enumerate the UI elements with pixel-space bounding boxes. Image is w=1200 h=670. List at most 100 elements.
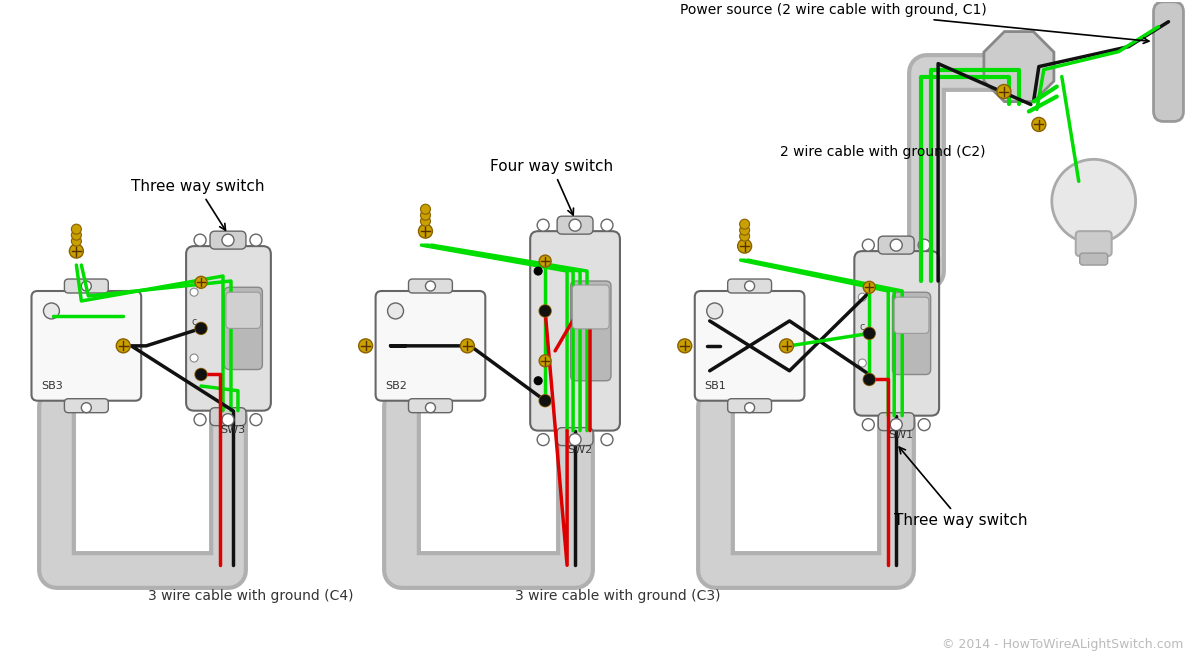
Circle shape [858, 359, 866, 367]
Circle shape [707, 303, 722, 319]
Circle shape [194, 234, 206, 246]
Circle shape [569, 433, 581, 446]
Circle shape [71, 224, 82, 234]
FancyBboxPatch shape [210, 407, 246, 425]
Text: Three way switch: Three way switch [894, 447, 1027, 529]
FancyBboxPatch shape [1153, 2, 1183, 121]
Circle shape [1052, 159, 1135, 243]
Circle shape [196, 369, 208, 381]
Circle shape [426, 281, 436, 291]
FancyBboxPatch shape [894, 297, 929, 334]
Circle shape [918, 239, 930, 251]
Circle shape [534, 267, 542, 275]
Circle shape [222, 234, 234, 246]
FancyBboxPatch shape [727, 279, 772, 293]
Text: SB2: SB2 [385, 381, 408, 391]
Circle shape [426, 403, 436, 413]
Circle shape [71, 230, 82, 240]
FancyBboxPatch shape [727, 399, 772, 413]
Circle shape [194, 413, 206, 425]
Text: © 2014 - HowToWireALightSwitch.com: © 2014 - HowToWireALightSwitch.com [942, 638, 1183, 651]
Circle shape [420, 210, 431, 220]
FancyBboxPatch shape [1080, 253, 1108, 265]
Circle shape [890, 239, 902, 251]
Circle shape [116, 339, 131, 353]
Circle shape [997, 84, 1010, 98]
Text: Three way switch: Three way switch [131, 180, 265, 230]
FancyBboxPatch shape [224, 287, 263, 370]
Circle shape [190, 288, 198, 296]
Circle shape [540, 396, 550, 406]
FancyBboxPatch shape [210, 231, 246, 249]
Circle shape [196, 322, 208, 334]
FancyBboxPatch shape [878, 236, 914, 254]
Circle shape [745, 403, 755, 413]
Circle shape [539, 255, 551, 267]
Circle shape [540, 306, 550, 316]
Circle shape [601, 219, 613, 231]
FancyBboxPatch shape [695, 291, 804, 401]
Circle shape [538, 219, 550, 231]
Circle shape [196, 324, 206, 334]
FancyBboxPatch shape [226, 292, 260, 328]
FancyBboxPatch shape [31, 291, 142, 401]
Text: SW2: SW2 [568, 445, 593, 454]
Circle shape [890, 419, 902, 431]
Text: SB3: SB3 [42, 381, 64, 391]
Circle shape [420, 216, 431, 226]
Circle shape [864, 328, 875, 338]
FancyBboxPatch shape [186, 246, 271, 411]
Circle shape [82, 403, 91, 413]
Circle shape [196, 276, 208, 288]
Circle shape [359, 339, 372, 353]
Circle shape [539, 305, 551, 317]
Circle shape [863, 328, 875, 340]
Circle shape [388, 303, 403, 319]
FancyBboxPatch shape [557, 427, 593, 446]
Text: 3 wire cable with ground (C3): 3 wire cable with ground (C3) [515, 589, 721, 603]
Text: Four way switch: Four way switch [491, 159, 613, 215]
Circle shape [534, 377, 542, 385]
Circle shape [864, 375, 875, 385]
FancyBboxPatch shape [557, 216, 593, 234]
Circle shape [539, 395, 551, 407]
Text: SW1: SW1 [889, 429, 913, 440]
Circle shape [738, 239, 751, 253]
Circle shape [461, 339, 474, 353]
FancyBboxPatch shape [408, 279, 452, 293]
Polygon shape [984, 31, 1054, 102]
Circle shape [569, 219, 581, 231]
Circle shape [420, 204, 431, 214]
Circle shape [71, 236, 82, 246]
Text: 3 wire cable with ground (C4): 3 wire cable with ground (C4) [148, 589, 354, 603]
FancyBboxPatch shape [65, 279, 108, 293]
FancyBboxPatch shape [65, 399, 108, 413]
Text: SW3: SW3 [221, 425, 246, 435]
Circle shape [250, 234, 262, 246]
Circle shape [601, 433, 613, 446]
Circle shape [43, 303, 60, 319]
Circle shape [780, 339, 793, 353]
FancyBboxPatch shape [376, 291, 485, 401]
Circle shape [918, 419, 930, 431]
Text: c: c [191, 317, 197, 327]
Circle shape [739, 225, 750, 235]
Circle shape [739, 219, 750, 229]
Circle shape [70, 244, 83, 258]
Text: 2 wire cable with ground (C2): 2 wire cable with ground (C2) [780, 145, 985, 159]
Circle shape [1032, 117, 1046, 131]
Circle shape [196, 369, 206, 379]
FancyBboxPatch shape [1075, 231, 1111, 256]
FancyBboxPatch shape [878, 413, 914, 431]
Text: SB1: SB1 [704, 381, 726, 391]
Circle shape [739, 231, 750, 241]
Circle shape [82, 281, 91, 291]
FancyBboxPatch shape [854, 251, 940, 415]
Circle shape [190, 354, 198, 362]
FancyBboxPatch shape [572, 285, 610, 329]
FancyBboxPatch shape [570, 281, 611, 381]
Circle shape [863, 373, 875, 385]
FancyBboxPatch shape [893, 292, 931, 375]
FancyBboxPatch shape [530, 231, 620, 431]
FancyBboxPatch shape [408, 399, 452, 413]
